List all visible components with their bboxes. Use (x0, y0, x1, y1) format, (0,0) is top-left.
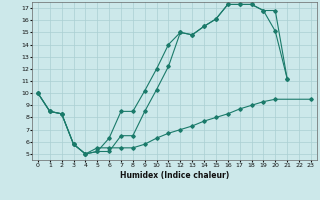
X-axis label: Humidex (Indice chaleur): Humidex (Indice chaleur) (120, 171, 229, 180)
